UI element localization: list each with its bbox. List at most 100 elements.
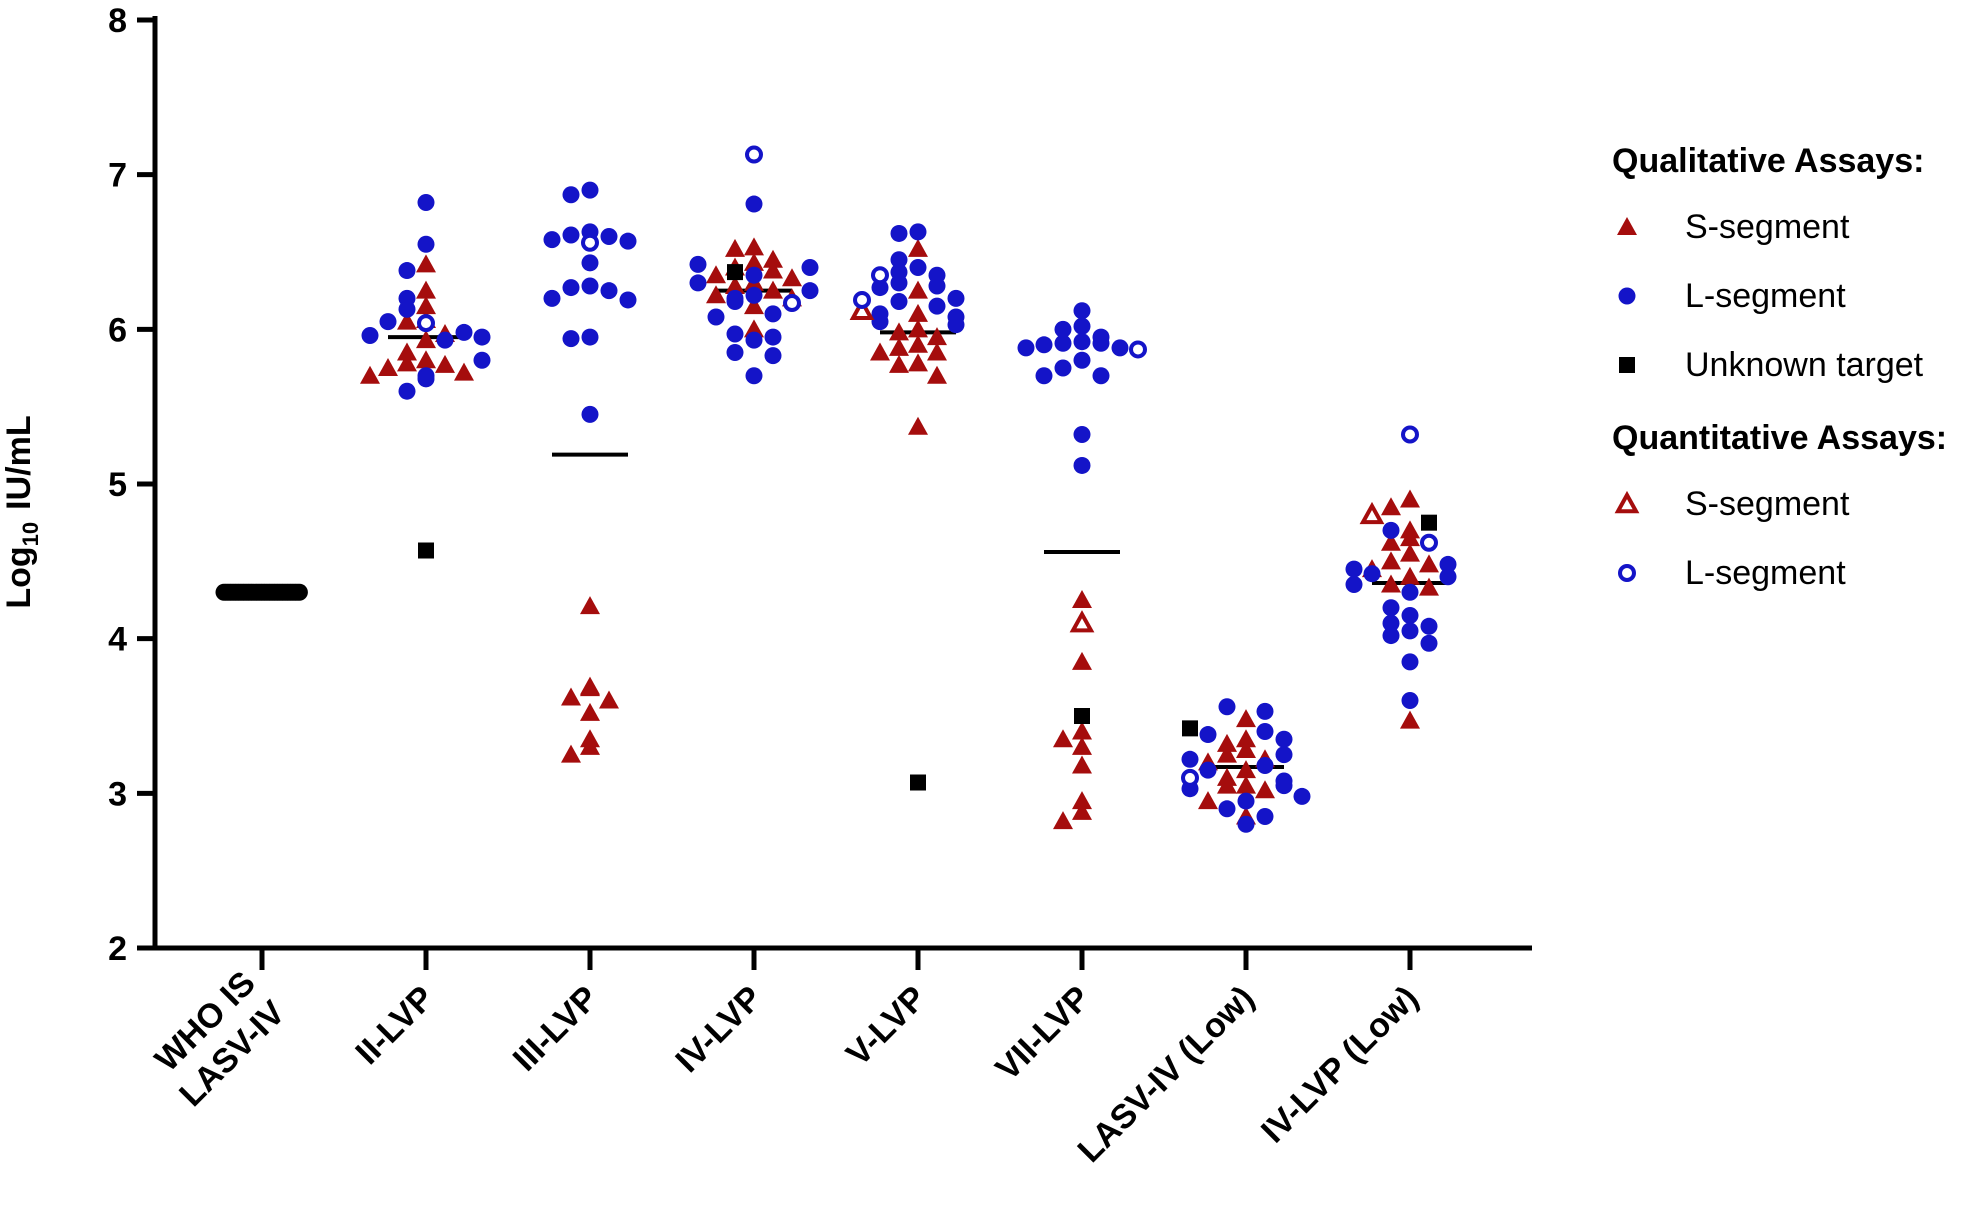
data-point (1217, 733, 1237, 752)
legend-label: Unknown target (1685, 346, 1924, 384)
data-point (764, 347, 782, 365)
data-point (727, 264, 743, 281)
data-point (783, 294, 801, 313)
data-point (870, 342, 890, 361)
data-point (1129, 340, 1147, 359)
data-point (763, 249, 783, 268)
data-point (562, 330, 580, 348)
data-point (871, 313, 889, 331)
legend-heading: Qualitative Assays: (1612, 142, 1924, 180)
data-point (397, 311, 417, 330)
x-tick-label: VII-LVP (988, 979, 1097, 1088)
data-point (543, 231, 561, 249)
y-tick-label: 4 (108, 621, 127, 659)
data-point (1359, 501, 1385, 525)
data-point (908, 303, 928, 322)
x-tick-label-line: III-LVP (506, 979, 606, 1079)
data-point (725, 276, 745, 295)
data-point (928, 297, 946, 315)
data-point (1072, 791, 1092, 810)
data-point (1073, 426, 1091, 444)
data-point (1401, 653, 1419, 671)
legend-label: S-segment (1685, 208, 1850, 246)
data-point (397, 342, 417, 361)
data-point (599, 690, 619, 709)
x-tick-label: II-LVP (348, 979, 441, 1072)
data-point (689, 274, 707, 292)
data-point (581, 181, 599, 199)
legend-marker (1617, 217, 1637, 235)
data-point (398, 262, 416, 280)
legend-label: S-segment (1685, 485, 1850, 523)
data-point (1236, 740, 1256, 759)
data-point (1217, 775, 1237, 794)
data-point (1181, 768, 1199, 787)
data-point (600, 228, 618, 246)
data-point (1256, 702, 1274, 720)
data-point (1053, 811, 1073, 830)
legend-heading: Quantitative Assays: (1612, 419, 1947, 457)
data-point (1073, 351, 1091, 369)
data-point (581, 277, 599, 295)
data-point (1363, 565, 1381, 583)
data-point (706, 285, 726, 304)
data-point (361, 327, 379, 345)
data-point (1073, 302, 1091, 320)
data-point (744, 319, 764, 338)
data-point (473, 328, 491, 346)
data-point (1035, 336, 1053, 354)
data-point (1073, 317, 1091, 335)
data-point (763, 280, 783, 299)
data-point (1111, 339, 1129, 357)
data-point (1218, 698, 1236, 716)
data-point (1420, 533, 1438, 552)
x-tick-label-line: VII-LVP (988, 979, 1097, 1088)
y-axis-label-subscript: 10 (18, 522, 43, 546)
data-point (417, 314, 435, 333)
y-tick-label: 6 (108, 311, 127, 349)
data-point (561, 687, 581, 706)
data-point (909, 223, 927, 241)
data-point (1419, 577, 1439, 596)
data-point (416, 350, 436, 369)
data-point (1054, 359, 1072, 377)
data-point (909, 258, 927, 276)
data-point (745, 195, 763, 213)
data-point (1217, 744, 1237, 763)
data-point (1275, 730, 1293, 748)
data-point (947, 316, 965, 334)
data-point (764, 328, 782, 346)
data-point (1218, 800, 1236, 818)
data-point (910, 774, 926, 791)
data-point (581, 233, 599, 252)
data-point (1420, 617, 1438, 635)
data-point (1054, 320, 1072, 338)
data-point (1255, 780, 1275, 799)
data-point (1401, 583, 1419, 601)
legend-label: L-segment (1685, 554, 1846, 592)
x-tick-label-line: LASV-IV (Low) (1071, 979, 1262, 1170)
data-point (581, 328, 599, 346)
data-point (908, 319, 928, 338)
data-point (1381, 551, 1401, 570)
data-point (543, 289, 561, 307)
data-point (1401, 692, 1419, 710)
data-point (871, 266, 889, 285)
data-point (360, 365, 380, 384)
data-point (561, 744, 581, 763)
data-point (416, 280, 436, 299)
data-point (1439, 555, 1457, 573)
data-point (726, 325, 744, 343)
data-point (435, 354, 455, 373)
data-point (562, 279, 580, 297)
data-point (889, 354, 909, 373)
data-point (473, 351, 491, 369)
data-point (745, 367, 763, 385)
legend-marker (1618, 564, 1636, 582)
y-axis-label-prefix: Log (0, 546, 38, 608)
data-point (927, 365, 947, 384)
data-point (725, 238, 745, 257)
data-point (416, 330, 436, 349)
